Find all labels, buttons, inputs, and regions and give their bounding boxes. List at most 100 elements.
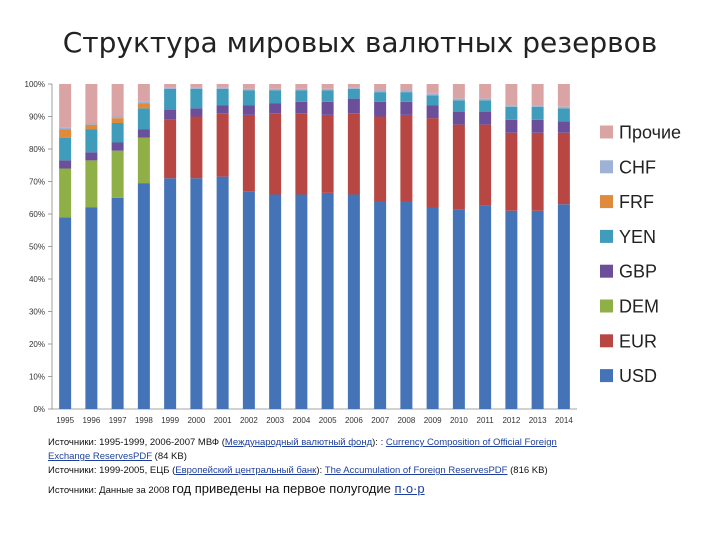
bar-segment-chf-1995 [59,127,72,130]
bar-segment-прочие-2000 [190,84,203,88]
x-tick-label: 2009 [424,416,442,425]
bar-segment-прочие-2006 [347,84,360,88]
bar-segment-eur-1999 [164,119,177,179]
bar-segment-прочие-2001 [216,84,229,88]
imf-report-link[interactable]: Currency Composition of Official Foreign [385,437,557,448]
x-tick-label: 1996 [82,416,100,425]
x-tick-label: 2000 [187,416,205,425]
source-3-prefix: Источники: 1999-2005, ЕЦБ ( [48,465,176,476]
x-tick-label: 2011 [477,416,495,425]
legend-label-usd: USD [619,366,657,386]
bar-segment-usd-2004 [295,194,308,409]
bar-segment-eur-2002 [242,114,255,192]
bar-segment-chf-2000 [190,87,203,89]
source-line-4: Источники: Данные за 2008 год приведены … [48,482,688,498]
bar-segment-chf-1999 [164,87,177,89]
ecb-link[interactable]: Европейский центральный банк [175,465,317,476]
y-tick-label: 90% [29,113,45,122]
bar-segment-chf-1998 [137,101,150,104]
legend-swatch-frf [600,195,613,209]
bar-segment-прочие-1996 [85,84,98,123]
bar-segment-yen-2001 [216,88,229,106]
bar-segment-gbp-1996 [85,152,98,161]
source-line-1: Источники: 1995-1999, 2006-2007 МВФ (Меж… [48,436,688,450]
bar-segment-chf-2010 [452,98,465,101]
source-4-big: год приведены на первое полугодие [172,481,395,496]
bar-segment-gbp-2008 [400,101,413,115]
bar-segment-gbp-1997 [111,142,124,151]
imf-link[interactable]: Международный валютный фонд [224,437,373,448]
x-tick-label: 2003 [266,416,284,425]
legend-swatch-прочие [600,125,613,139]
y-axis: 0% 10% 20% 30% 40% 50% 60% 70% 80% 90% 100% [25,80,52,414]
imf-pdf-link[interactable]: Exchange ReservesPDF [48,451,153,462]
bar-segment-eur-2001 [216,113,229,177]
bar-segment-usd-1996 [85,207,98,409]
bar-segment-прочие-1998 [137,84,150,102]
x-tick-label: 1998 [135,416,153,425]
legend-label-eur: EUR [619,331,657,351]
y-tick-label: 10% [29,373,45,382]
bar-segment-chf-2008 [400,90,413,93]
y-tick-label: 20% [29,340,45,349]
bar-segment-eur-2010 [452,124,465,210]
bar-segment-gbp-2003 [269,103,282,114]
y-tick-label: 50% [29,243,45,252]
x-tick-label: 1999 [161,416,179,425]
x-axis: 1995 1996 1997 1998 1999 2000 2001 2002 2003 2004… [56,416,573,425]
bar-segment-gbp-2014 [557,121,570,133]
x-tick-label: 2007 [371,416,389,425]
bar-segment-eur-2011 [479,124,492,206]
bar-segment-eur-2007 [374,116,387,201]
bar-segment-yen-2010 [452,100,465,112]
bar-segment-usd-2005 [321,192,334,409]
nav-link[interactable]: п·о·р [394,481,425,496]
bar-segment-chf-2013 [531,105,544,107]
bar-segment-eur-2000 [190,116,203,179]
x-tick-label: 2012 [502,416,520,425]
bar-segment-прочие-2009 [426,84,439,94]
bar-segment-yen-2009 [426,95,439,106]
bar-segment-usd-2013 [531,210,544,409]
chart-legend: Прочие CHF FRF YEN GBP DEM EUR USD [600,123,681,386]
bar-segment-usd-1998 [137,183,150,409]
legend-label-прочие: Прочие [619,123,681,143]
bar-segment-usd-2000 [190,178,203,409]
bar-segment-прочие-2005 [321,84,334,89]
bar-segment-usd-2008 [400,201,413,409]
ecb-report-link[interactable]: The Accumulation of Foreign ReservesPDF [324,465,508,476]
legend-label-frf: FRF [619,192,654,212]
bar-segment-прочие-2004 [295,84,308,89]
bar-segment-usd-2003 [269,194,282,409]
legend-label-dem: DEM [619,297,659,317]
source-2-suffix: (84 KB) [152,451,187,462]
bar-segment-eur-2013 [531,132,544,211]
bar-segment-eur-2003 [269,113,282,195]
x-tick-label: 2010 [450,416,468,425]
bar-segment-eur-2008 [400,114,413,201]
bar-segment-usd-2007 [374,201,387,409]
source-line-3: Источники: 1999-2005, ЕЦБ (Европейский ц… [48,464,688,478]
sources-text: Источники: 1995-1999, 2006-2007 МВФ (Меж… [48,436,688,498]
bar-segment-gbp-2009 [426,105,439,119]
bar-segment-dem-1997 [111,150,124,198]
legend-swatch-chf [600,160,613,174]
bar-segment-прочие-2002 [242,84,255,89]
bar-segment-usd-2014 [557,204,570,409]
bar-segment-chf-1996 [85,123,98,125]
x-tick-label: 2002 [240,416,258,425]
bar-segment-eur-2006 [347,113,360,195]
bar-segment-frf-1997 [111,118,124,123]
bar-segment-gbp-1998 [137,129,150,138]
legend-swatch-dem [600,299,613,313]
bar-segment-gbp-2005 [321,101,334,115]
y-tick-label: 80% [29,145,45,154]
bar-segment-прочие-2007 [374,84,387,91]
bar-segment-frf-1996 [85,124,98,130]
y-tick-label: 40% [29,275,45,284]
chart-title: Структура мировых валютных резервов [62,26,658,59]
bar-segment-yen-2014 [557,108,570,122]
bar-segment-chf-2011 [479,98,492,101]
legend-swatch-yen [600,229,613,243]
bar-segment-eur-2005 [321,114,334,193]
